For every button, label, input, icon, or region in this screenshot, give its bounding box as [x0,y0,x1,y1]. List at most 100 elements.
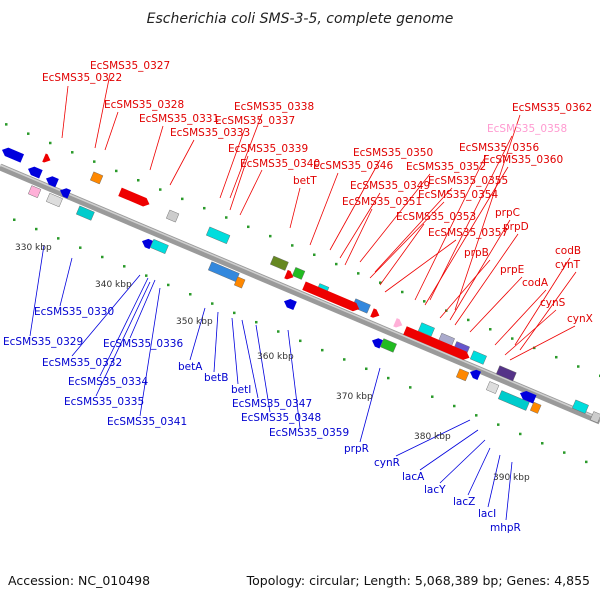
forward-gene-arrow [118,187,150,207]
gene-label: EcSMS35_0328 [104,99,184,111]
gene-box [589,411,600,424]
leader-line [454,114,521,311]
gene-feature [284,269,294,280]
gene-box [45,192,63,208]
gene-feature [469,350,487,365]
gene-box [455,368,470,382]
leader-line [379,223,425,286]
gene-label: EcSMS35_0329 [3,336,83,348]
gene-label: EcSMS35_0340 [240,158,320,170]
forward-gene-arrow [393,318,403,328]
gene-feature [45,192,63,208]
track-dot [453,404,456,408]
gene-label: EcSMS35_0346 [313,160,393,172]
gene-label: prpD [503,221,529,233]
gene-feature [379,338,397,353]
gene-feature [60,188,71,199]
leader-line [169,139,195,186]
track-dot [541,442,544,445]
tick-label: 390 kbp [493,473,530,483]
gene-label: cynX [567,313,593,325]
gene-box [75,205,95,221]
track-dot [321,348,324,352]
track-dot [431,395,434,398]
track-dot [489,328,492,331]
leader-line [241,319,259,399]
track-dot [269,234,272,238]
gene-feature [118,187,150,207]
gene-box [497,390,530,411]
leader-line [139,287,161,417]
gene-label: EcSMS35_0362 [512,102,592,114]
gene-label: prpB [464,247,489,259]
track-dot [299,339,302,343]
track-dot [255,320,258,324]
track-dot [379,281,382,284]
reverse-gene-arrow [60,188,71,199]
gene-label: EcSMS35_0327 [90,60,170,72]
gene-label: EcSMS35_0332 [42,357,122,369]
reverse-gene-arrow [46,176,59,188]
gene-feature [497,390,530,411]
gene-box [571,399,589,414]
track-dot [27,132,30,135]
leader-line [374,187,453,273]
leader-line [289,187,301,229]
gene-label: EcSMS35_0350 [353,147,433,159]
gene-label: prpC [495,207,520,219]
track-dot [101,255,104,259]
track-dot [555,355,558,359]
gene-label: cynS [540,297,566,309]
gene-label: betB [204,372,228,384]
tick-label: 360 kbp [257,352,294,362]
gene-feature [28,166,43,179]
gene-feature [529,401,542,414]
gene-feature [485,381,500,394]
forward-gene-arrow [284,269,294,280]
gene-label: cynT [555,259,581,271]
track-dot [247,225,250,229]
track-dot [563,451,566,454]
gene-label: EcSMS35_0335 [64,396,144,408]
leader-line [339,192,381,259]
gene-feature [42,153,51,163]
gene-label: EcSMS35_0334 [68,376,148,388]
track-dot [225,216,228,219]
gene-feature [520,390,537,404]
track-dot [387,376,390,380]
genome-summary: Topology: circular; Length: 5,068,389 bp… [246,573,590,588]
reverse-gene-arrow [2,147,25,163]
gene-box [89,171,104,185]
gene-features [2,147,600,424]
leader-line [509,325,576,361]
leader-line [229,155,249,211]
gene-feature [284,299,297,311]
gene-feature [27,185,42,199]
leader-line [255,324,271,413]
gene-label: betT [293,175,317,187]
track-dot [71,151,74,154]
track-dot [13,218,16,222]
gene-box [291,267,306,280]
gene-label: EcSMS35_0331 [139,113,219,125]
gene-label: EcSMS35_0357 [428,227,508,239]
forward-gene-arrow [403,326,470,360]
gene-feature [470,369,481,381]
track-dot [211,302,214,305]
gene-label: codB [555,245,581,257]
gene-box [165,209,180,223]
gene-label: codA [522,277,549,289]
tick-label: 350 kbp [176,317,213,327]
tick-label: 330 kbp [15,243,52,253]
genome-backbone-highlight [0,164,600,420]
track-dot [475,414,478,417]
accession: Accession: NC_010498 [8,573,150,588]
gene-feature [417,322,435,337]
leader-line [61,85,69,139]
gene-feature [2,147,25,163]
track-dot [577,365,580,368]
gene-label: EcSMS35_0351 [342,196,422,208]
track-dot [57,237,60,240]
gene-box [27,185,42,199]
gene-feature [142,238,153,250]
